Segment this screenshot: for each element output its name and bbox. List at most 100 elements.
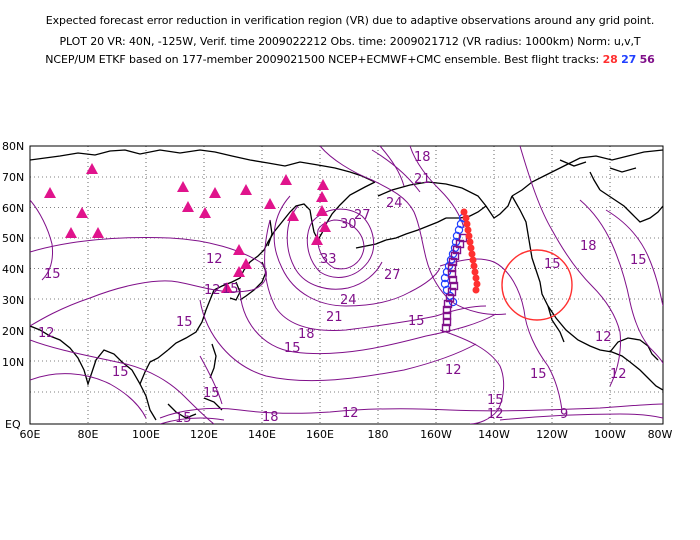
track-56-point [442, 317, 452, 327]
contour-label: 15 [284, 341, 301, 356]
lat-label: 60N [2, 202, 24, 215]
contour-label: 12 [487, 407, 504, 422]
track-56-label: 56 [639, 53, 655, 66]
contour-label: 15 [544, 257, 561, 272]
contour-label: 15 [630, 253, 647, 268]
contour-label: 15 [44, 267, 61, 282]
observation-triangle [319, 221, 331, 232]
observation-triangle [221, 282, 233, 293]
observation-triangle [182, 201, 194, 212]
track-28-point [465, 232, 473, 240]
observation-triangle [65, 227, 77, 238]
observation-triangle [240, 258, 252, 269]
observation-triangle [316, 191, 328, 202]
contour-label: 12 [204, 283, 221, 298]
track-28-point [467, 244, 475, 252]
contour-label: 12 [595, 330, 612, 345]
track-56-point [445, 293, 455, 303]
flight-track-28 [460, 208, 481, 294]
lon-label: 100W [594, 428, 626, 441]
contour-label: 27 [354, 208, 371, 223]
title-line-1: Expected forecast error reduction in ver… [45, 14, 655, 27]
track-28-point [463, 220, 471, 228]
track-56-point [447, 269, 457, 279]
lon-label: 100E [132, 428, 160, 441]
track-56-point [448, 257, 458, 267]
observation-triangle [209, 187, 221, 198]
track-28-point [471, 268, 479, 276]
track-56-point [443, 299, 453, 309]
track-27-label: 27 [621, 53, 637, 66]
track-56-point [448, 275, 458, 285]
contour-label: 33 [320, 252, 337, 267]
observation-triangle [86, 163, 98, 174]
flight-track-56 [441, 233, 468, 333]
lat-label: 30N [2, 294, 24, 307]
track-56-point [452, 245, 462, 255]
lon-label: 120E [190, 428, 218, 441]
observation-triangle [233, 244, 245, 255]
contour-label: 12 [342, 406, 359, 421]
contour-label: 18 [414, 150, 431, 165]
track-56-point [447, 263, 457, 273]
track-28-point [468, 250, 476, 258]
contour-label: 18 [298, 327, 315, 342]
lat-label: 20N [2, 325, 24, 338]
latitude-labels: 80N 70N 60N 50N 40N 30N 20N 10N EQ [2, 140, 24, 431]
observation-triangle [264, 198, 276, 209]
contour-label: 24 [340, 293, 357, 308]
contour-label: 15 [530, 367, 547, 382]
track-28-label: 28 [602, 53, 618, 66]
track-28-point [460, 208, 468, 216]
title-line-3-text: NCEP/UM ETKF based on 177-member 2009021… [45, 53, 600, 66]
track-56-point [442, 311, 452, 321]
contour-label: 18 [262, 410, 279, 425]
title-line-3: NCEP/UM ETKF based on 177-member 2009021… [0, 53, 700, 66]
track-56-point [442, 305, 452, 315]
track-28-point [464, 226, 472, 234]
title-line-2: PLOT 20 VR: 40N, -125W, Verif. time 2009… [59, 35, 641, 48]
contour-label: 12 [206, 252, 223, 267]
track-28-point [473, 280, 481, 288]
lat-label: 40N [2, 263, 24, 276]
contour-label: 15 [487, 393, 504, 408]
lon-label: 80W [648, 428, 673, 441]
track-56-point [441, 323, 451, 333]
observation-sites [44, 163, 331, 293]
contour-label: 12 [445, 363, 462, 378]
observation-triangle [280, 174, 292, 185]
contour-label: 15 [203, 386, 220, 401]
contour-labels: 18 21 24 27 30 33 27 24 21 15 18 15 12 1… [38, 150, 647, 426]
track-28-point [472, 286, 480, 294]
contour-label: 12 [38, 326, 55, 341]
track-28-point [472, 274, 480, 282]
lon-label: 140W [478, 428, 510, 441]
track-28-point [462, 214, 470, 222]
track-27-point [452, 231, 462, 241]
track-56-point [449, 281, 459, 291]
contour-label: 24 [386, 196, 403, 211]
contour-lines [30, 146, 663, 424]
observation-triangle [287, 210, 299, 221]
lon-label: 160E [306, 428, 334, 441]
contour-label: 15 [112, 365, 129, 380]
track-56-point [447, 287, 457, 297]
contour-label: 15 [175, 411, 192, 426]
observation-triangle [317, 179, 329, 190]
verification-region-circle [501, 249, 573, 321]
contour-label: 15 [222, 282, 239, 297]
contour-label: 21 [414, 172, 431, 187]
observation-triangle [44, 187, 56, 198]
lat-label: 70N [2, 171, 24, 184]
track-56-point [450, 251, 460, 261]
observation-triangle [233, 266, 245, 277]
longitude-labels: 60E 80E 100E 120E 140E 160E 180 160W 140… [20, 428, 673, 441]
observation-triangle [92, 227, 104, 238]
lon-label: 180 [368, 428, 389, 441]
map-frame [29, 145, 664, 425]
lon-label: 160W [420, 428, 452, 441]
contour-label: 12 [610, 367, 627, 382]
contour-label: 30 [340, 217, 357, 232]
lon-label: 80E [78, 428, 99, 441]
